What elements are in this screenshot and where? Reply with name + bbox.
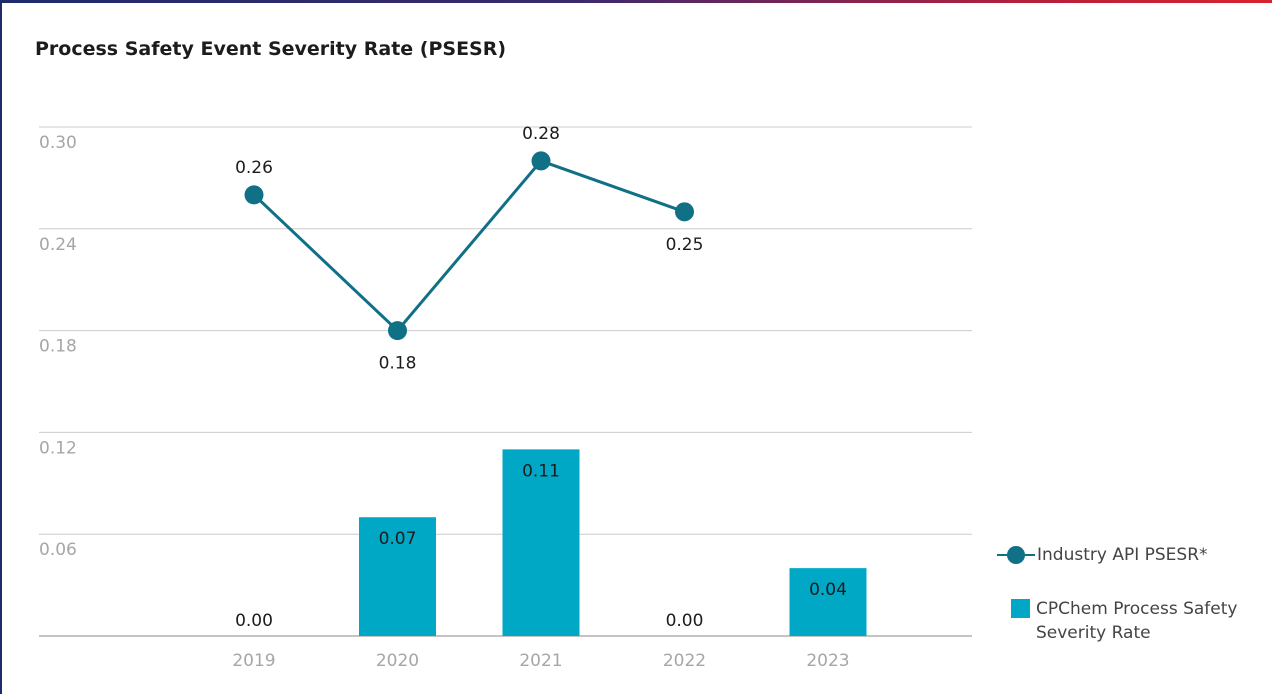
bar (359, 517, 436, 636)
bar-swatch-icon (1011, 599, 1030, 618)
line-point (675, 202, 694, 222)
bar (789, 568, 867, 636)
bar-data-label: 0.07 (379, 529, 417, 549)
bar-data-label: 0.00 (666, 611, 704, 631)
x-tick-label: 2021 (519, 651, 562, 671)
x-tick-label: 2019 (232, 651, 275, 671)
bar-data-label: 0.04 (809, 580, 847, 600)
chart-title: Process Safety Event Severity Rate (PSES… (35, 38, 507, 60)
legend-item-cpchem[interactable]: CPChem Process Safety Severity Rate (1011, 597, 1246, 645)
y-tick-label: 0.06 (39, 540, 77, 560)
line-data-label: 0.25 (666, 235, 704, 255)
line-point (244, 185, 264, 205)
legend-item-industry[interactable]: Industry API PSESR* (997, 543, 1208, 567)
y-tick-label: 0.12 (39, 438, 77, 458)
line-point (388, 321, 407, 341)
legend-label-cpchem: CPChem Process Safety Severity Rate (1036, 599, 1238, 643)
bar-data-label: 0.11 (522, 461, 560, 481)
bar-data-label: 0.00 (235, 611, 273, 631)
x-tick-label: 2023 (806, 651, 849, 671)
top-accent-stripe (2, 0, 1272, 3)
x-tick-label: 2022 (663, 651, 706, 671)
line-data-label: 0.18 (379, 354, 417, 374)
y-tick-label: 0.18 (39, 337, 77, 357)
x-tick-label: 2020 (376, 651, 419, 671)
line-marker-icon (997, 543, 1035, 567)
legend-label-industry: Industry API PSESR* (1037, 545, 1208, 565)
line-data-label: 0.28 (522, 124, 560, 144)
series-line (252, 159, 686, 333)
line-point (531, 151, 551, 171)
line-data-label: 0.26 (235, 158, 273, 178)
y-tick-label: 0.24 (39, 235, 77, 255)
bar (502, 449, 580, 636)
y-tick-label: 0.30 (39, 133, 77, 153)
